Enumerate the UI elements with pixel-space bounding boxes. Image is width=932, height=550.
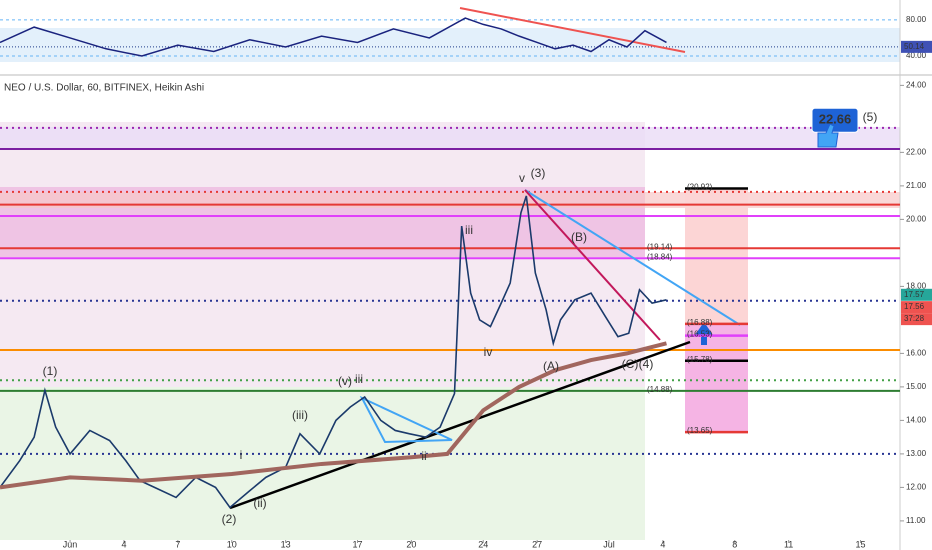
price-label: (15.78)	[687, 355, 713, 364]
callout-box	[811, 107, 859, 133]
price-label: (14.88)	[647, 385, 673, 394]
rsi-band	[0, 28, 900, 62]
rsi-line	[0, 17, 667, 57]
x-tick-label: 15	[855, 539, 865, 549]
zone	[0, 127, 900, 149]
wave-label: iii	[355, 372, 363, 386]
trend-line	[459, 7, 686, 53]
wave-label: iv	[484, 345, 493, 359]
trend-line	[524, 189, 741, 326]
y-tick-label: 16.00	[906, 349, 927, 358]
stop-zone	[685, 323, 748, 433]
wave-label: iii	[465, 223, 473, 237]
price-label: (16.88)	[687, 318, 713, 327]
price-label: (13.65)	[687, 426, 713, 435]
price-line	[0, 195, 667, 509]
wave-label: i	[240, 448, 243, 462]
wave-label: (1)	[43, 364, 58, 378]
x-tick-label: 7	[175, 539, 180, 549]
y-tick-label: 15.00	[906, 382, 927, 391]
price-badge-text: 17.56	[904, 302, 925, 311]
price-label: (16.53)	[687, 330, 713, 339]
x-tick-label: 27	[532, 539, 542, 549]
x-tick-label: 20	[406, 539, 416, 549]
y-tick-label: 22.00	[906, 147, 927, 156]
arrow	[695, 322, 713, 345]
x-tick-label: 4	[121, 539, 126, 549]
price-badge-text: 17.57	[904, 290, 925, 299]
y-tick-label: 14.00	[906, 416, 927, 425]
x-tick-label: 11	[784, 539, 793, 549]
x-tick-label: 17	[352, 539, 362, 549]
wave-label: (A)	[543, 359, 559, 373]
x-tick-label: 4	[660, 539, 665, 549]
rsi-last: 50.14	[904, 42, 925, 51]
trend-line	[229, 340, 691, 510]
wave-label: (B)	[571, 230, 587, 244]
wave-label: (C)	[622, 357, 639, 371]
callout-text: 22.66	[819, 112, 852, 127]
wave-label: (3)	[531, 166, 546, 180]
price-label: (20.92)	[687, 183, 713, 192]
wave-label: ii	[421, 449, 426, 463]
countdown: 37:28	[904, 314, 925, 323]
rsi-tick-label: 80.00	[906, 15, 927, 24]
wave-label: (v)	[338, 374, 352, 388]
wave-label: (5)	[863, 110, 878, 124]
wave-label: (iii)	[292, 408, 308, 422]
x-tick-label: 24	[478, 539, 488, 549]
x-tick-label: Jul	[603, 539, 615, 549]
trend-line	[524, 189, 661, 341]
wave-label: (ii)	[253, 496, 266, 510]
y-tick-label: 13.00	[906, 449, 927, 458]
x-tick-label: 10	[227, 539, 237, 549]
x-tick-label: 8	[732, 539, 737, 549]
price-label: (19.14)	[647, 242, 673, 251]
chart-title: NEO / U.S. Dollar, 60, BITFINEX, Heikin …	[4, 83, 204, 94]
wave-label: v	[519, 171, 525, 185]
x-tick-label: Jun	[63, 539, 78, 549]
rsi-tick-label: 40.00	[906, 51, 927, 60]
countdown-badge	[901, 313, 932, 326]
y-tick-label: 20.00	[906, 214, 927, 223]
x-tick-label: 13	[281, 539, 291, 549]
y-tick-label: 18.00	[906, 281, 927, 290]
target-zone	[685, 188, 748, 323]
price-line	[0, 341, 667, 490]
rsi-badge	[901, 40, 932, 53]
price-badge	[901, 288, 932, 301]
triangle	[359, 395, 453, 444]
y-tick-label: 21.00	[906, 181, 927, 190]
wave-label: (4)	[639, 357, 654, 371]
y-tick-label: 24.00	[906, 80, 927, 89]
price-badge	[901, 301, 932, 314]
y-tick-label: 12.00	[906, 483, 927, 492]
price-label: (18.84)	[647, 252, 673, 261]
thumb-icon	[817, 123, 839, 148]
wave-label: (2)	[222, 512, 237, 526]
y-tick-label: 11.00	[906, 516, 926, 525]
